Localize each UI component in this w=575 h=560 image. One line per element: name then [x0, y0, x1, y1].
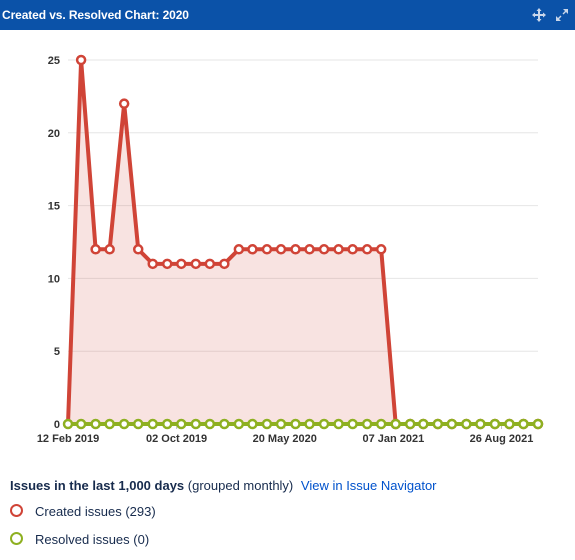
resolved-legend-marker	[10, 532, 23, 545]
created-data-point	[90, 244, 101, 255]
created-vs-resolved-chart: 0 5 10 15 20 25 12 Feb 2019 02 Oct 2019 20 May 2…	[37, 54, 544, 445]
resolved-data-point	[461, 418, 472, 430]
expand-icon[interactable]	[554, 7, 570, 23]
y-tick-label: 0	[54, 419, 60, 431]
created-data-point	[318, 244, 330, 255]
created-data-point	[261, 244, 273, 255]
created-data-point	[304, 244, 315, 255]
gadget-title: Created vs. Resolved Chart: 2020	[2, 8, 189, 22]
created-data-point	[190, 258, 202, 270]
y-tick-label: 20	[48, 128, 60, 140]
created-data-point	[247, 244, 258, 255]
resolved-data-point	[190, 418, 202, 430]
resolved-data-point	[219, 418, 230, 430]
resolved-data-point	[90, 418, 101, 430]
y-tick-label: 5	[54, 346, 60, 358]
created-data-point	[161, 258, 173, 270]
resolved-data-point	[489, 418, 501, 430]
resolved-data-point	[118, 418, 130, 430]
legend-resolved: Resolved issues (0)	[10, 532, 149, 547]
resolved-data-point	[75, 418, 87, 430]
created-data-point	[104, 244, 115, 255]
created-data-point	[147, 258, 158, 270]
created-data-point	[233, 244, 245, 255]
resolved-data-point	[290, 418, 301, 430]
created-data-point	[204, 258, 216, 270]
created-data-point	[118, 98, 130, 109]
summary-grouping: (grouped monthly)	[184, 478, 294, 493]
resolved-data-point	[261, 418, 273, 430]
resolved-data-point	[176, 418, 187, 430]
resolved-data-point	[233, 418, 245, 430]
created-data-point	[361, 244, 373, 255]
created-data-point	[219, 258, 230, 270]
resolved-data-point	[204, 418, 216, 430]
resolved-data-point	[532, 418, 544, 430]
legend-created: Created issues (293)	[10, 504, 156, 519]
resolved-data-point	[304, 418, 315, 430]
x-tick-label: 12 Feb 2019	[37, 433, 99, 445]
resolved-data-point	[418, 418, 429, 430]
resolved-data-point	[62, 418, 74, 430]
move-arrows-icon[interactable]	[531, 7, 547, 23]
legend-created-label: Created issues (293)	[35, 504, 156, 519]
resolved-data-point	[104, 418, 115, 430]
y-tick-label: 15	[48, 201, 60, 213]
created-data-point	[290, 244, 301, 255]
x-tick-label: 07 Jan 2021	[362, 433, 424, 445]
created-area-fill	[68, 60, 538, 424]
created-data-point	[75, 54, 87, 66]
resolved-data-point	[333, 418, 344, 430]
resolved-data-point	[375, 418, 387, 430]
summary-period: Issues in the last 1,000 days	[10, 478, 185, 493]
x-tick-label: 26 Aug 2021	[470, 433, 534, 445]
resolved-data-point	[318, 418, 330, 430]
created-data-point	[333, 244, 344, 255]
created-data-point	[176, 258, 187, 270]
legend-resolved-label: Resolved issues (0)	[35, 532, 150, 547]
chart-area: 0 5 10 15 20 25 12 Feb 2019 02 Oct 2019 20 May 2…	[0, 30, 575, 450]
resolved-data-point	[446, 418, 458, 430]
created-legend-marker	[10, 504, 23, 517]
created-data-point	[375, 244, 387, 255]
resolved-data-point	[404, 418, 416, 430]
chart-summary: Issues in the last 1,000 days (grouped m…	[10, 478, 437, 493]
resolved-data-point	[247, 418, 258, 430]
created-data-point	[275, 244, 287, 255]
resolved-data-point	[518, 418, 529, 430]
resolved-data-point	[347, 418, 358, 430]
gadget-header: Created vs. Resolved Chart: 2020	[0, 0, 575, 30]
y-tick-label: 25	[48, 55, 60, 67]
resolved-data-point	[161, 418, 173, 430]
x-tick-label: 02 Oct 2019	[146, 433, 207, 445]
resolved-data-point	[475, 418, 486, 430]
resolved-data-point	[390, 418, 401, 430]
resolved-data-point	[504, 418, 515, 430]
created-data-point	[132, 244, 144, 255]
resolved-data-point	[432, 418, 444, 430]
resolved-data-point	[361, 418, 373, 430]
view-in-issue-navigator-link[interactable]: View in Issue Navigator	[300, 478, 437, 493]
created-data-point	[347, 244, 358, 255]
x-tick-label: 20 May 2020	[253, 433, 317, 445]
resolved-data-point	[132, 418, 144, 430]
resolved-data-point	[147, 418, 158, 430]
y-tick-label: 10	[48, 273, 60, 285]
resolved-data-point	[275, 418, 287, 430]
